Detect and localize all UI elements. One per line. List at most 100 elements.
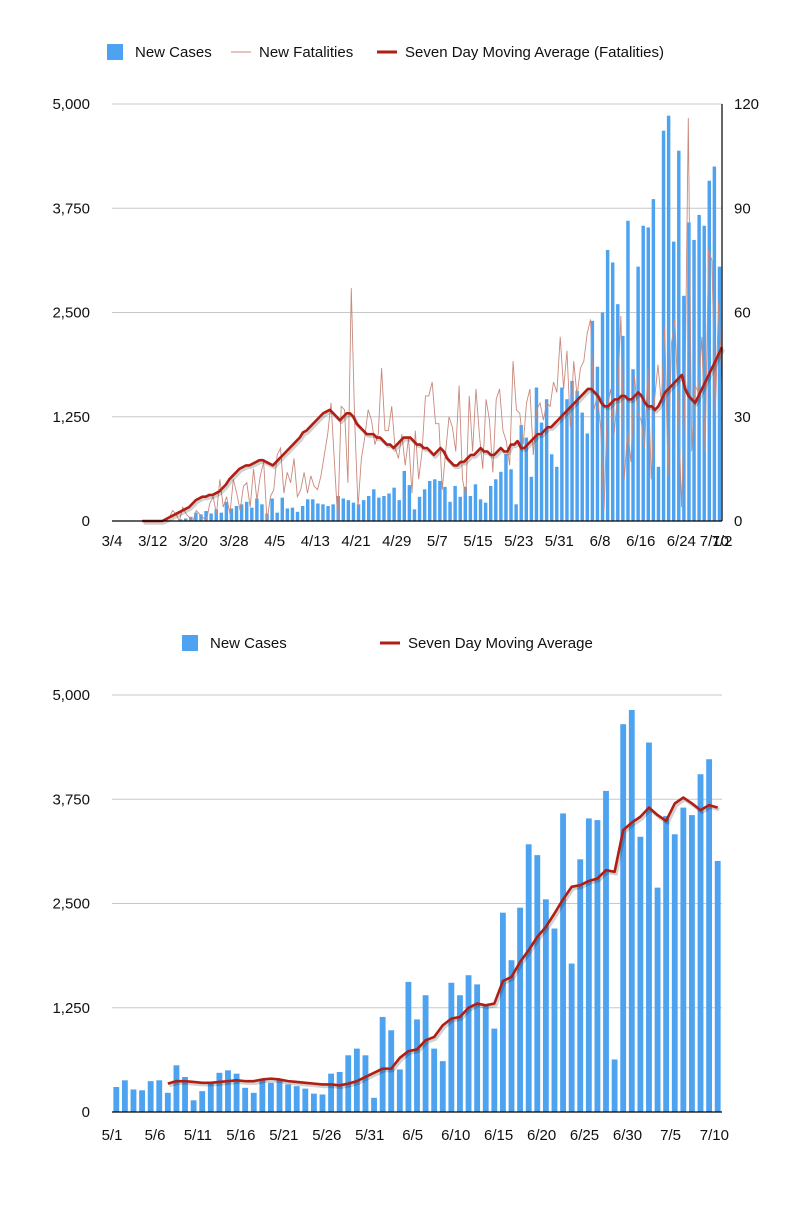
case-bar: [534, 855, 541, 1112]
case-bar: [692, 239, 696, 521]
case-bar: [580, 412, 584, 521]
case-bar: [276, 1080, 283, 1112]
case-bar: [568, 963, 575, 1112]
case-bar: [219, 512, 224, 521]
case-bar: [336, 1071, 343, 1112]
legend-swatch-new-cases: [182, 635, 198, 651]
case-bar: [666, 115, 671, 522]
x-tick-label: 7/2: [712, 533, 733, 550]
case-bar: [549, 454, 554, 521]
case-bar: [328, 1073, 334, 1112]
case-bar: [463, 486, 468, 521]
case-bar: [295, 511, 300, 521]
case-bar: [346, 500, 351, 521]
x-tick-label: 5/31: [545, 533, 574, 550]
x-tick-label: 5/6: [145, 1127, 166, 1144]
case-bar: [499, 471, 503, 521]
case-bar: [356, 504, 361, 521]
case-bar: [651, 199, 656, 521]
y-tick-label: 2,500: [52, 305, 90, 322]
case-bar: [311, 499, 315, 521]
case-bar: [417, 496, 422, 521]
moving-average-line: [142, 346, 724, 523]
y2-tick-label: 0: [734, 513, 742, 530]
case-bar: [491, 1028, 498, 1112]
x-tick-label: 6/15: [484, 1127, 513, 1144]
case-bar: [473, 484, 478, 521]
case-bar: [244, 501, 249, 521]
case-bar: [233, 1073, 240, 1112]
case-bar: [519, 425, 523, 521]
x-tick-label: 5/1: [102, 1127, 123, 1144]
case-bar: [321, 504, 325, 521]
case-bar: [178, 519, 183, 521]
case-bar: [457, 995, 463, 1112]
case-bar: [182, 1076, 188, 1112]
case-bar: [361, 500, 366, 521]
case-bar: [387, 493, 391, 521]
x-tick-label: 5/7: [427, 533, 448, 550]
case-bar: [712, 166, 717, 522]
case-bar: [302, 1088, 309, 1112]
case-bar: [113, 1086, 120, 1112]
case-bar: [524, 437, 529, 521]
case-bar: [453, 485, 457, 521]
x-tick-label: 4/5: [264, 533, 285, 550]
case-bar: [204, 510, 208, 521]
case-bar: [529, 476, 534, 521]
case-bar: [542, 899, 549, 1112]
x-tick-label: 6/5: [402, 1127, 423, 1144]
case-bar: [268, 1082, 274, 1112]
case-bar: [183, 518, 188, 521]
case-bar: [341, 498, 346, 521]
case-bar: [130, 1089, 137, 1112]
case-bar: [585, 433, 590, 521]
case-bar: [671, 241, 676, 522]
chart-2: 0 1,250 2,500 3,750 5,000 5/1 5/6 5/11 5/16 5/21 5…: [52, 635, 729, 1144]
y-tick-label: 0: [82, 1104, 90, 1121]
y-tick-label: 2,500: [52, 896, 90, 913]
x-tick-label: 7/10: [700, 533, 729, 550]
case-bar: [483, 502, 488, 521]
y2-tick-label: 90: [734, 200, 751, 217]
case-bar: [575, 390, 579, 521]
case-bar: [392, 487, 396, 521]
x-tick-label: 7/10: [700, 1127, 729, 1144]
case-bar: [255, 498, 259, 521]
case-bar: [448, 501, 452, 521]
x-tick-label: 5/23: [504, 533, 533, 550]
case-bar: [631, 369, 635, 521]
case-bar: [199, 514, 203, 521]
case-bar: [331, 504, 335, 521]
case-bar: [663, 815, 670, 1112]
case-bar: [697, 214, 701, 522]
case-bar: [620, 724, 627, 1112]
x-tick-label: 5/26: [312, 1127, 341, 1144]
case-bar: [209, 513, 213, 521]
case-bar: [379, 1016, 386, 1112]
y2-tick-label: 60: [734, 305, 751, 322]
x-tick-label: 6/25: [570, 1127, 599, 1144]
moving-average-line: [167, 796, 719, 1087]
x-tick-label: 5/21: [269, 1127, 298, 1144]
case-bar: [371, 1097, 377, 1112]
case-bar: [656, 466, 661, 521]
x-tick-label: 3/4: [102, 533, 123, 550]
case-bar: [443, 486, 447, 521]
case-bar: [214, 509, 218, 521]
case-bar: [628, 710, 635, 1112]
case-bar: [199, 1091, 206, 1112]
case-bar: [310, 1093, 317, 1112]
case-bar: [565, 399, 569, 521]
case-bar: [677, 150, 681, 521]
case-bar: [239, 504, 244, 521]
x-tick-label: 5/16: [226, 1127, 255, 1144]
moving-average-line-shadow: [168, 797, 720, 1090]
case-bar: [551, 928, 558, 1112]
case-bar: [478, 499, 483, 521]
case-bar: [351, 502, 356, 521]
case-bar: [173, 1065, 180, 1112]
case-bar: [190, 1100, 197, 1112]
